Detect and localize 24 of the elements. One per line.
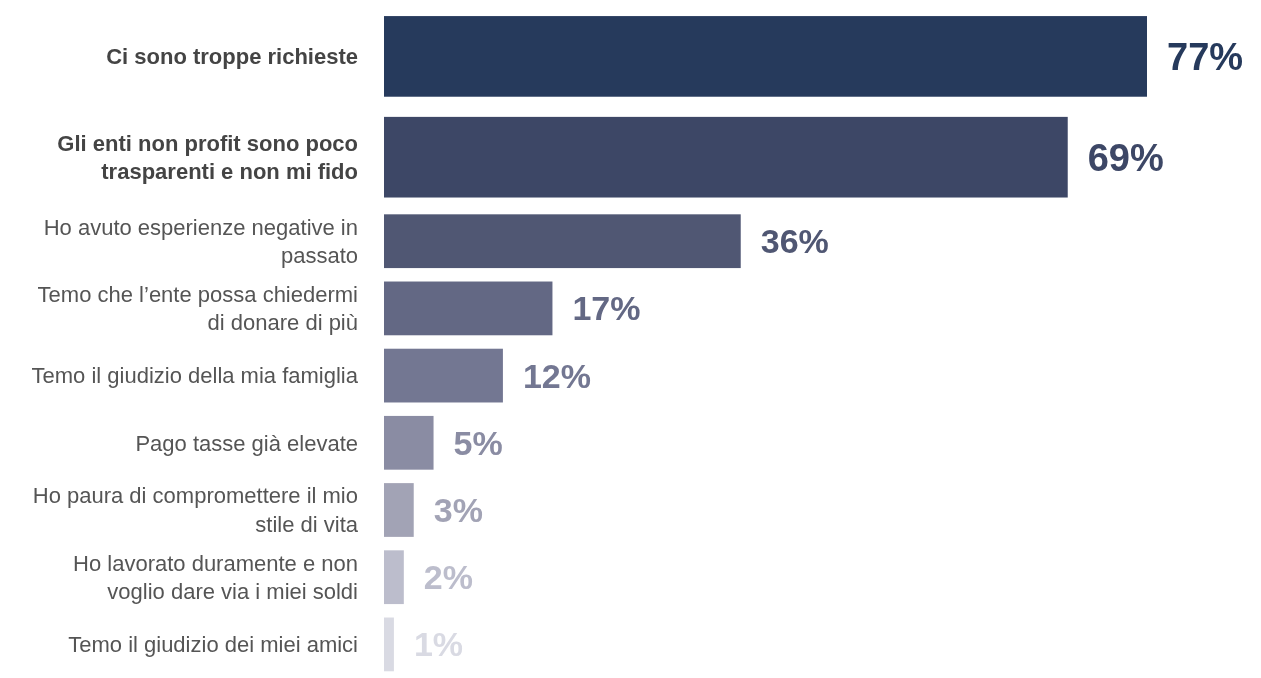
- data-label: 69%: [1087, 136, 1164, 179]
- data-label: 12%: [522, 356, 591, 395]
- y-tick-label: Ho paura di compromettere il mio stile di vita: [32, 483, 359, 537]
- data-label: 36%: [760, 222, 829, 261]
- y-tick-label: Ho lavorato duramente e non voglio dare via i miei soldi: [73, 550, 358, 605]
- data-label: 77%: [1167, 35, 1244, 78]
- bar: [384, 214, 741, 269]
- bar: [384, 281, 553, 336]
- y-tick-label: Ci sono troppe richieste: [106, 44, 358, 70]
- data-label: 2%: [423, 558, 473, 597]
- bar: [384, 617, 394, 672]
- y-tick-label: Gli enti non profit sono poco trasparenti e non mi fido: [57, 130, 358, 185]
- data-label: 3%: [433, 490, 483, 529]
- data-label: 17%: [572, 289, 641, 328]
- bar: [384, 550, 404, 605]
- y-tick-label: Pago tasse già elevate: [135, 430, 358, 456]
- y-tick-label: Temo che l’ente possa chiedermi di donare di più: [37, 281, 358, 336]
- y-tick-label: Ho avuto esperienze negative in passato: [43, 214, 358, 269]
- y-tick-label: Temo il giudizio della mia famiglia: [31, 363, 359, 389]
- bar: [384, 483, 414, 537]
- bar: [384, 415, 434, 470]
- y-tick-label: Temo il giudizio dei miei amici: [68, 632, 358, 658]
- bar: [384, 348, 503, 403]
- data-label: 5%: [453, 423, 503, 462]
